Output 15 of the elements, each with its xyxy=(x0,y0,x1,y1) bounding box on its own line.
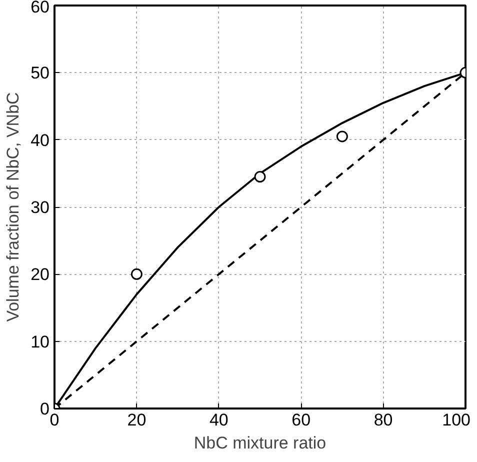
x-axis-title: NbC mixture ratio xyxy=(194,434,326,452)
y-tick-label: 20 xyxy=(30,265,50,284)
x-tick-label: 80 xyxy=(374,410,393,430)
point xyxy=(254,171,266,183)
y-tick-label: 10 xyxy=(30,332,50,352)
x-tick-label: 40 xyxy=(209,410,228,430)
x-tick-label: 60 xyxy=(292,410,311,430)
y-tick-label: 40 xyxy=(30,130,50,150)
y-axis-title: Volume fraction of NbC, VNbC xyxy=(4,92,23,322)
y-tick-label: 60 xyxy=(30,0,50,16)
x-tick-label: 100 xyxy=(442,410,471,430)
y-tick-label: 50 xyxy=(30,64,50,83)
x-tick-label: 20 xyxy=(127,410,146,430)
y-tick-label: 30 xyxy=(30,198,50,217)
point xyxy=(336,130,348,142)
